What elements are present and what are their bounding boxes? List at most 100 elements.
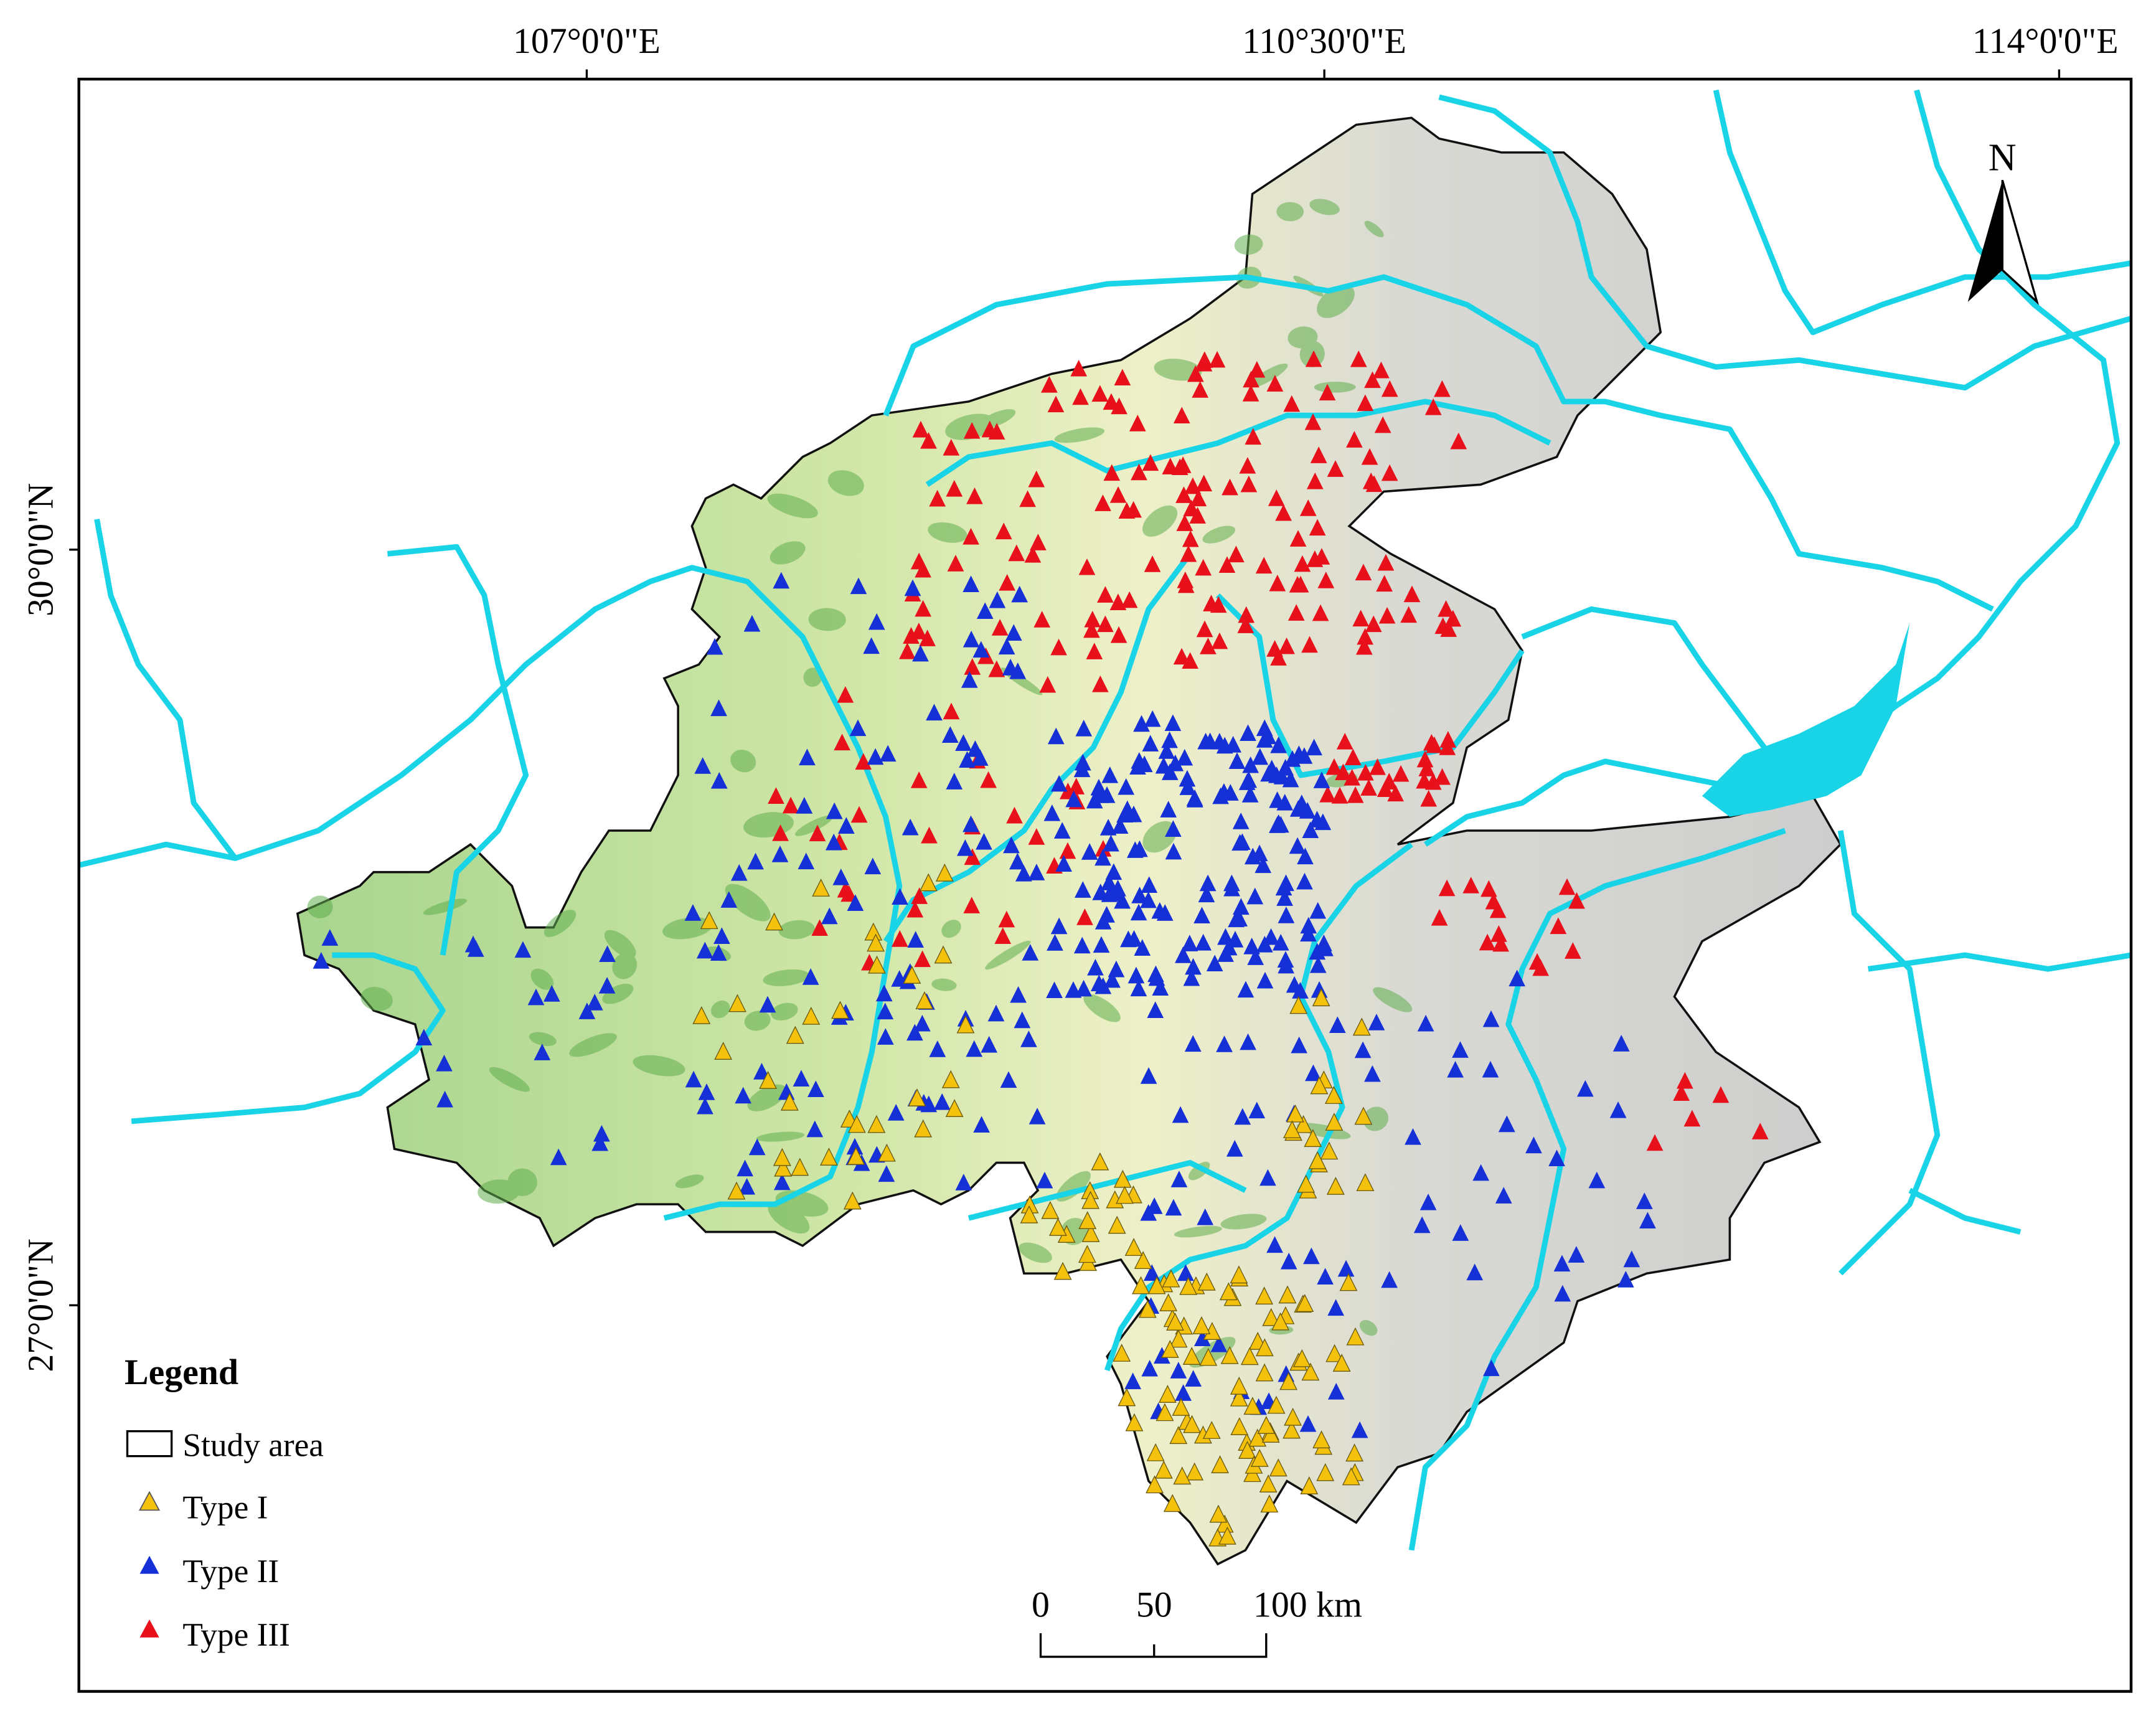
site-marker <box>773 1148 791 1166</box>
site-marker <box>1617 1271 1634 1288</box>
relief-patch <box>827 470 864 496</box>
site-marker <box>1202 732 1219 750</box>
sites <box>313 350 1769 1547</box>
site-marker <box>1132 1276 1150 1294</box>
site-marker <box>864 857 882 875</box>
site-marker <box>1083 621 1100 638</box>
site-marker <box>929 1040 946 1057</box>
site-marker <box>1403 585 1421 603</box>
legend-swatch <box>139 1619 159 1638</box>
site-marker <box>1065 981 1082 998</box>
site-marker <box>906 900 924 918</box>
legend: Legend Study area Type I Type II Type II… <box>125 1352 324 1653</box>
site-marker <box>1166 1313 1184 1331</box>
river <box>1838 89 2121 750</box>
site-marker <box>837 817 855 834</box>
site-marker <box>1161 731 1178 748</box>
site-marker <box>791 1157 809 1176</box>
site-marker <box>1134 1251 1152 1270</box>
site-marker <box>1266 375 1284 392</box>
relief-patch <box>423 898 467 915</box>
site-marker <box>1096 615 1114 633</box>
site-marker <box>1076 908 1093 925</box>
site-marker <box>1119 930 1137 948</box>
site-marker <box>1231 834 1248 851</box>
site-marker <box>1068 778 1085 794</box>
site-marker <box>973 1116 990 1133</box>
site-marker <box>802 968 819 985</box>
site-marker <box>1305 350 1322 367</box>
site-marker <box>692 1006 711 1024</box>
site-marker <box>1073 760 1091 778</box>
site-marker <box>1138 1299 1157 1318</box>
site-marker <box>955 1174 972 1190</box>
site-marker <box>1219 1282 1238 1301</box>
site-marker <box>1327 1299 1344 1316</box>
site-marker <box>1308 1151 1327 1169</box>
site-marker <box>1050 917 1068 935</box>
site-marker <box>1240 771 1257 788</box>
site-marker <box>961 671 978 688</box>
site-marker <box>1186 789 1203 806</box>
relief-patch <box>767 493 818 519</box>
relief-patch <box>1359 1320 1378 1336</box>
site-marker <box>1255 557 1273 574</box>
site-marker <box>821 907 838 925</box>
site-marker <box>1240 1033 1256 1050</box>
site-marker <box>1246 887 1264 905</box>
site-marker <box>1179 770 1196 787</box>
site-marker <box>877 1028 894 1045</box>
site-marker <box>1490 925 1507 942</box>
relief-patch <box>1296 1123 1351 1139</box>
site-marker <box>1131 463 1147 481</box>
site-marker <box>1228 752 1246 770</box>
site-marker <box>796 797 813 814</box>
site-marker <box>1314 813 1332 831</box>
site-marker <box>1199 1347 1218 1366</box>
site-marker <box>1154 1347 1170 1364</box>
site-marker <box>598 976 616 994</box>
site-marker <box>1381 1271 1398 1288</box>
site-marker <box>849 719 867 737</box>
site-marker <box>1306 738 1322 756</box>
site-marker <box>1022 944 1039 961</box>
site-marker <box>1568 1246 1585 1263</box>
site-marker <box>1202 1421 1221 1439</box>
site-marker <box>945 1099 964 1117</box>
site-marker <box>1182 652 1198 669</box>
site-marker <box>1294 1115 1313 1133</box>
site-marker <box>1310 446 1327 463</box>
site-marker <box>1009 662 1027 679</box>
relief-patch <box>529 1032 557 1047</box>
site-marker <box>1211 632 1228 649</box>
site-marker <box>1073 936 1091 954</box>
site-marker <box>1183 969 1200 986</box>
site-marker <box>1193 907 1210 924</box>
site-marker <box>1111 817 1129 834</box>
site-marker <box>1059 842 1076 859</box>
site-marker <box>1011 585 1028 603</box>
site-marker <box>1303 1247 1320 1265</box>
site-marker <box>774 1158 793 1177</box>
site-marker <box>1020 1205 1038 1223</box>
site-marker <box>728 994 746 1012</box>
legend-title: Legend <box>125 1352 238 1392</box>
site-marker <box>1146 1197 1163 1214</box>
scale-label: 100 km <box>1253 1585 1362 1624</box>
site-marker <box>976 602 994 620</box>
site-marker <box>1156 904 1174 921</box>
site-marker <box>464 935 482 953</box>
site-marker <box>1532 959 1549 976</box>
site-marker <box>1241 786 1259 803</box>
site-marker <box>1169 1329 1188 1348</box>
site-marker <box>1189 507 1206 524</box>
site-marker <box>1087 959 1104 976</box>
site-marker <box>1160 1339 1179 1358</box>
site-marker <box>1176 748 1193 766</box>
site-marker <box>1282 770 1299 788</box>
site-marker <box>1081 1190 1100 1209</box>
site-marker <box>1141 1359 1159 1377</box>
site-marker <box>1525 1136 1542 1154</box>
site-marker <box>1361 448 1378 465</box>
site-marker <box>1194 1329 1211 1346</box>
